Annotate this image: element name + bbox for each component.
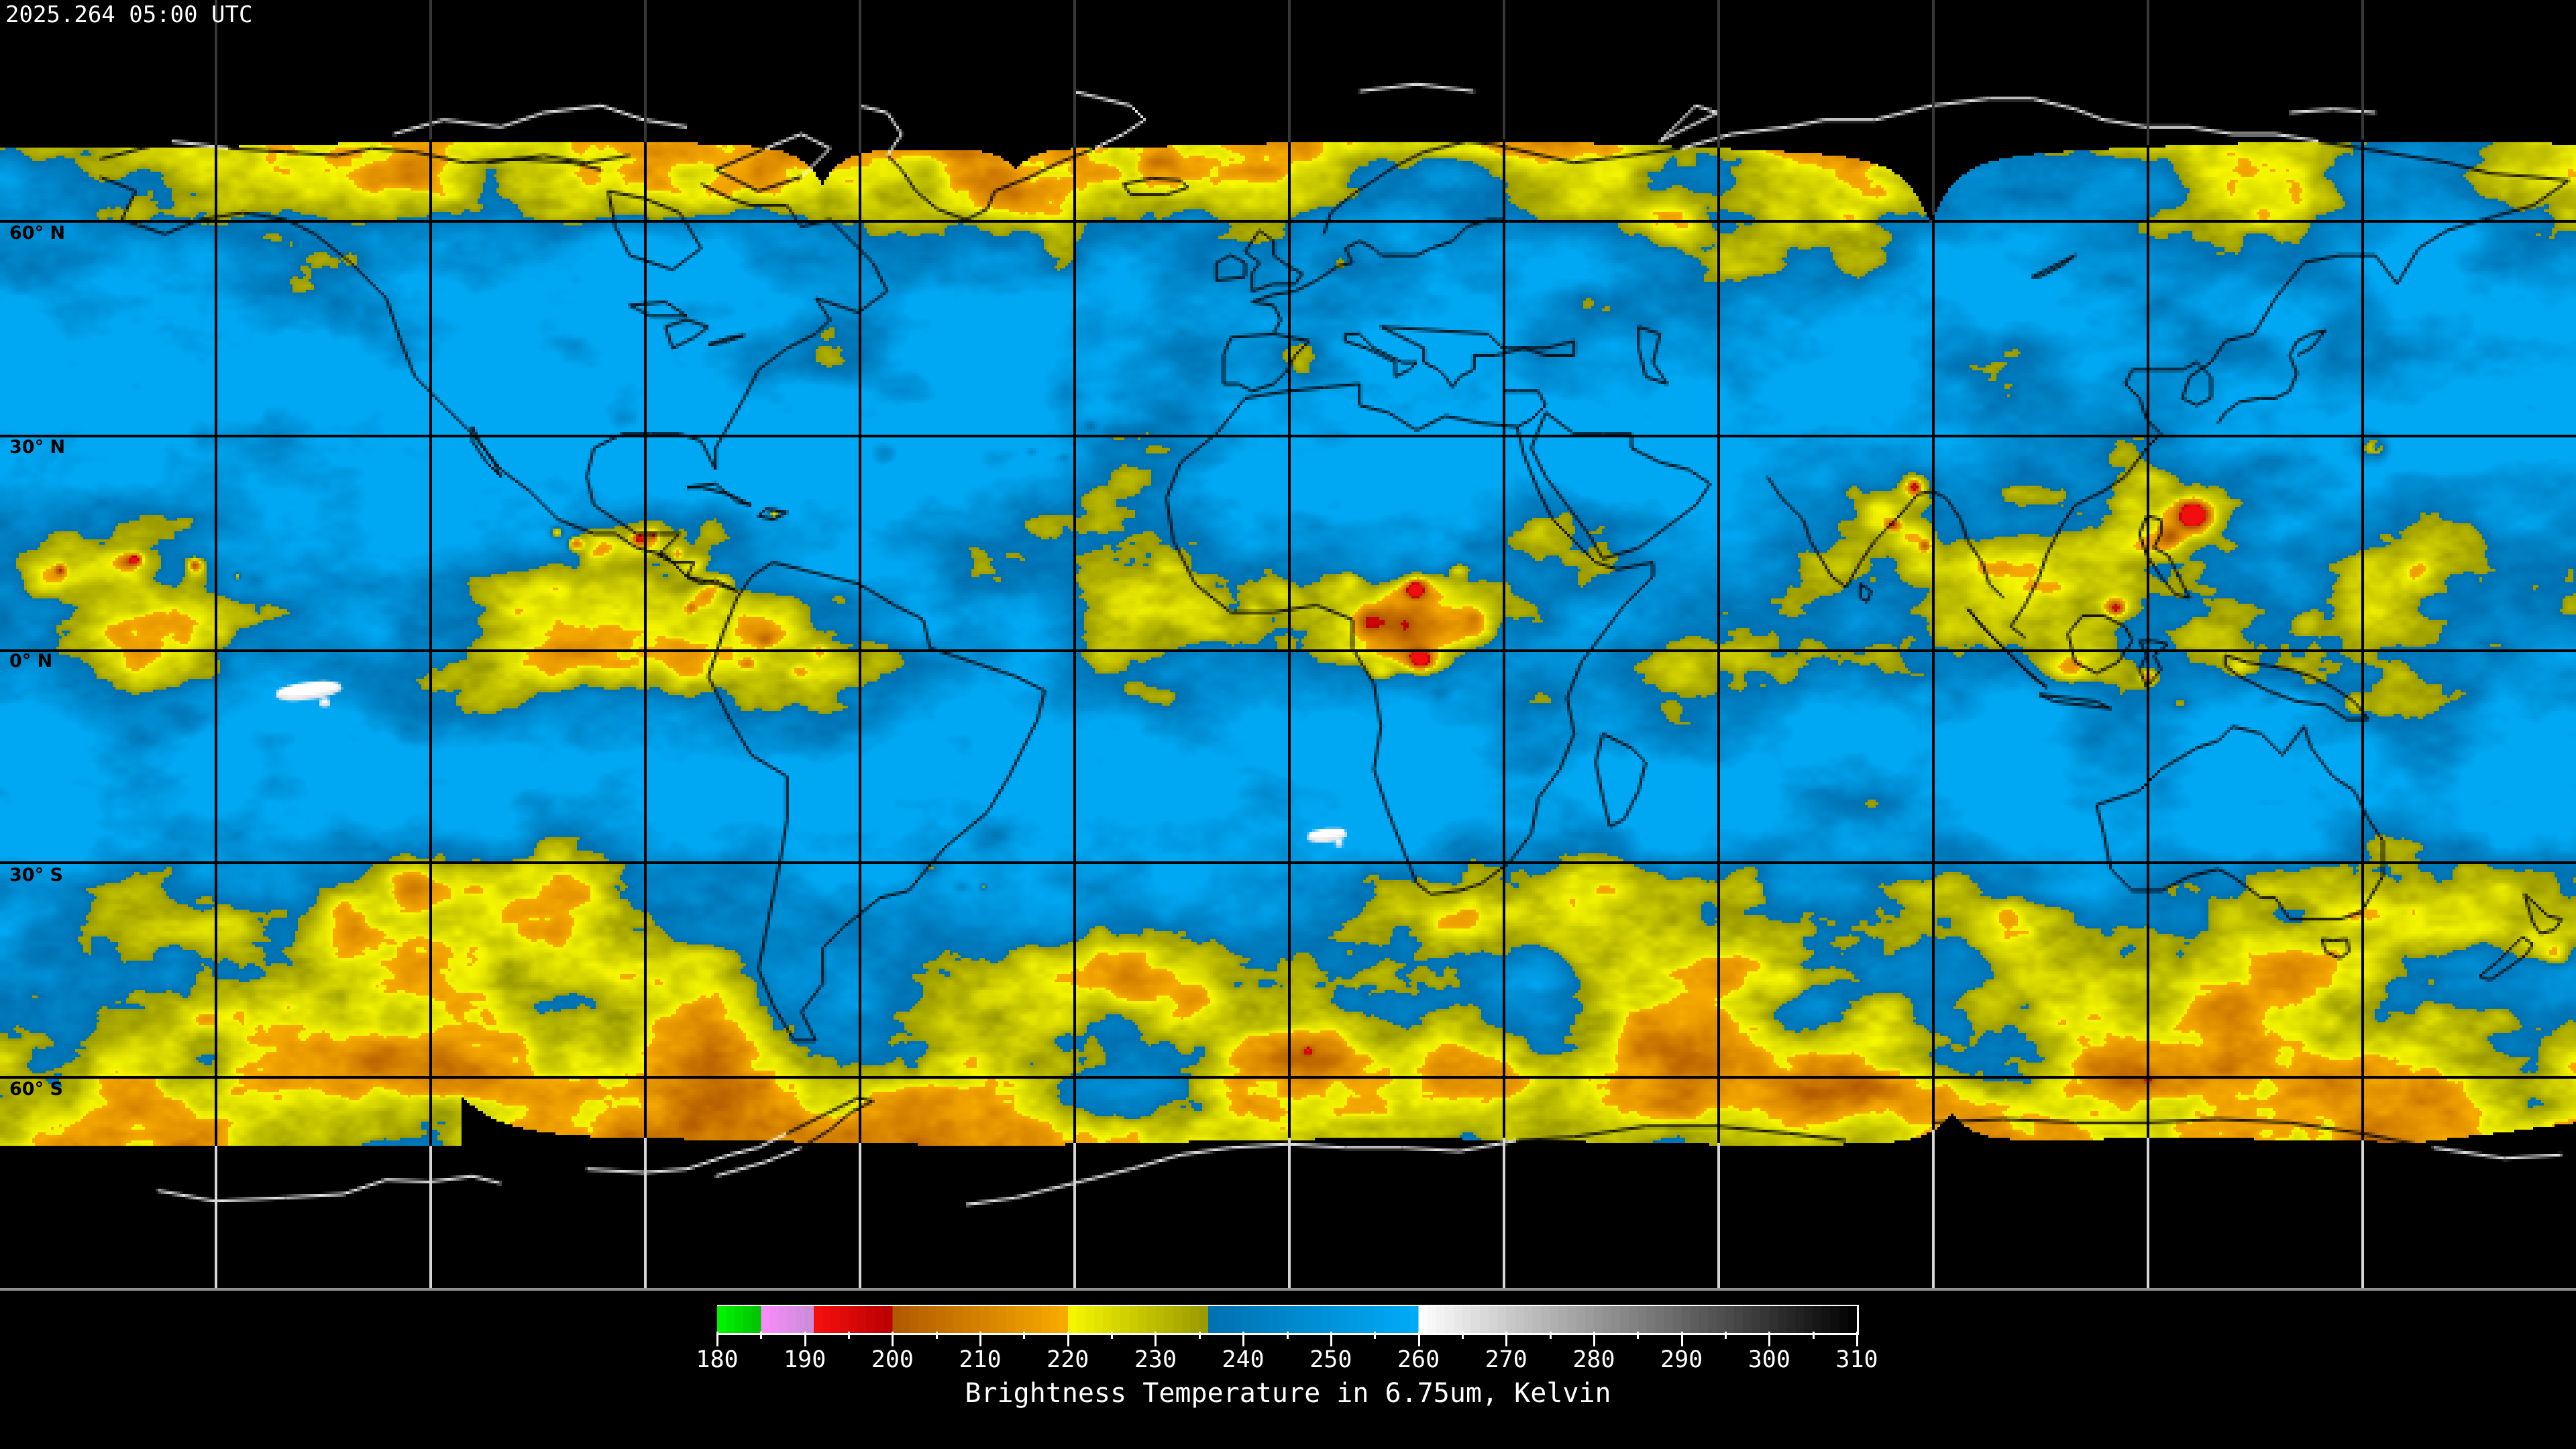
colorbar-tick <box>1417 1332 1420 1346</box>
colorbar-tick <box>804 1332 806 1346</box>
colorbar-tick <box>1461 1332 1464 1339</box>
latitude-label: 30° S <box>9 865 63 886</box>
latitude-label: 30° N <box>9 436 66 458</box>
colorbar-tick-label: 190 <box>784 1346 826 1373</box>
colorbar-tick-label: 210 <box>959 1346 1002 1373</box>
colorbar <box>717 1305 1859 1335</box>
colorbar-tick-label: 240 <box>1222 1346 1265 1373</box>
colorbar-tick-label: 290 <box>1660 1346 1703 1373</box>
colorbar-tick-label: 260 <box>1397 1346 1440 1373</box>
colorbar-tick-label: 300 <box>1748 1346 1790 1373</box>
colorbar-tick-label: 180 <box>696 1346 739 1373</box>
colorbar-tick <box>716 1332 718 1346</box>
colorbar-tick <box>1067 1332 1069 1346</box>
colorbar-tick <box>1374 1332 1377 1339</box>
colorbar-tick-label: 270 <box>1485 1346 1527 1373</box>
colorbar-caption: Brightness Temperature in 6.75um, Kelvin <box>965 1378 1611 1409</box>
colorbar-tick <box>1724 1332 1727 1339</box>
colorbar-tick <box>1593 1332 1595 1346</box>
colorbar-tick <box>935 1332 938 1339</box>
colorbar-tick <box>1680 1332 1683 1346</box>
latitude-label: 60° N <box>9 222 66 244</box>
colorbar-tick <box>1023 1332 1026 1339</box>
colorbar-tick-label: 280 <box>1572 1346 1615 1373</box>
wv-map-canvas <box>0 0 2576 1304</box>
colorbar-tick <box>1812 1332 1815 1339</box>
colorbar-tick <box>1768 1332 1771 1346</box>
colorbar-tick <box>1155 1332 1157 1346</box>
colorbar-tick <box>1330 1332 1332 1346</box>
colorbar-tick <box>1286 1332 1289 1339</box>
colorbar-tick <box>848 1332 851 1339</box>
colorbar-tick <box>892 1332 894 1346</box>
colorbar-tick <box>1856 1332 1858 1346</box>
latitude-label: 60° S <box>9 1079 63 1100</box>
colorbar-tick-label: 200 <box>871 1346 914 1373</box>
colorbar-tick <box>979 1332 982 1346</box>
colorbar-tick <box>760 1332 763 1339</box>
colorbar-tick-label: 250 <box>1309 1346 1352 1373</box>
colorbar-gradient <box>717 1306 1857 1333</box>
latitude-label: 0° N <box>9 651 53 672</box>
colorbar-tick-label: 230 <box>1134 1346 1177 1373</box>
colorbar-tick <box>1111 1332 1114 1339</box>
colorbar-tick <box>1505 1332 1508 1346</box>
colorbar-tick <box>1549 1332 1552 1339</box>
colorbar-tick <box>1198 1332 1201 1339</box>
colorbar-tick <box>1242 1332 1245 1346</box>
colorbar-tick-label: 310 <box>1835 1346 1878 1373</box>
timestamp-label: 2025.264 05:00 UTC <box>5 1 253 28</box>
colorbar-tick <box>1637 1332 1640 1339</box>
colorbar-tick-label: 220 <box>1046 1346 1089 1373</box>
